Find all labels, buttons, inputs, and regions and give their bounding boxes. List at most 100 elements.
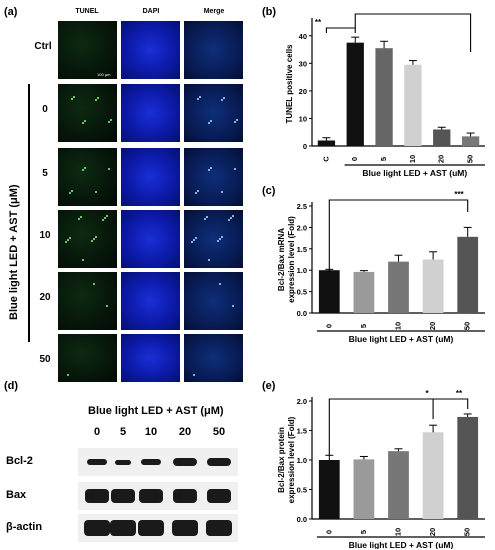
micrograph-merge-ctrl: [184, 21, 243, 79]
x-tick-label: 20: [428, 528, 437, 536]
micrograph-dapi-50: [121, 334, 180, 382]
micrograph-dapi-ctrl: [121, 21, 180, 79]
tunel-positive-dot: [217, 240, 219, 242]
x-axis-label: Blue light LED + AST (uM): [349, 334, 454, 344]
panel-a-label: (a): [4, 6, 18, 18]
micrograph-tunel-20: [58, 272, 117, 330]
tunel-positive-dot: [67, 239, 69, 241]
tunel-positive-dot: [221, 191, 223, 193]
y-tick-label: 2.5: [297, 202, 307, 211]
y-tick-label: 1.5: [297, 245, 307, 254]
chart-e: 0.0 0.5 1.0 1.5 2.0 0 5 10 20 50 Blue light LED + …: [277, 389, 485, 549]
column-header-tunel: TUNEL: [75, 8, 99, 15]
y-axis-label: TUNEL positive cells: [285, 44, 294, 124]
chart-b: 0 10 20 30 40 C 0 5 10 20 50 Blue light LED + AST (…: [285, 8, 485, 178]
tunel-positive-dot: [102, 219, 104, 221]
y-tick-label: 0.5: [297, 486, 307, 495]
bar-50: [461, 136, 480, 146]
bar-5: [353, 459, 375, 519]
y-tick-label: 1.5: [297, 427, 307, 436]
bar-20: [422, 259, 444, 313]
blot-band: [173, 489, 197, 503]
x-tick-label: 50: [463, 322, 472, 330]
row-label-0: 0: [42, 104, 48, 115]
tunel-positive-dot: [106, 305, 108, 307]
bar-10: [388, 261, 409, 313]
y-tick-label: 2.0: [297, 223, 307, 232]
tunel-positive-dot: [97, 97, 99, 99]
blot-band: [172, 520, 198, 536]
dose-label-10: 10: [144, 426, 158, 438]
blot-band: [206, 520, 232, 536]
tunel-positive-dot: [110, 119, 112, 121]
tunel-positive-dot: [195, 237, 197, 239]
micrograph-tunel-5: [58, 148, 117, 206]
tunel-positive-dot: [93, 238, 95, 240]
micrograph-tunel-ctrl: [58, 21, 117, 79]
tunel-positive-dot: [82, 169, 84, 171]
tunel-positive-dot: [236, 119, 238, 121]
row-label-10: 10: [39, 230, 51, 241]
y-axis-label: Bcl-2/Bax protein: [277, 427, 286, 493]
blot-band: [84, 520, 110, 536]
x-tick-label: 5: [359, 324, 368, 328]
western-header: Blue light LED + AST (μM): [88, 405, 224, 417]
micrograph-merge-5: [184, 148, 243, 206]
y-tick-label: 30: [299, 59, 307, 68]
y-tick-label: 0.0: [297, 515, 307, 524]
blot-band: [111, 489, 135, 503]
bar-0: [318, 270, 340, 313]
blot-band: [139, 489, 163, 503]
band-label-0: Bcl-2: [6, 455, 33, 467]
column-header-merge: Merge: [203, 8, 225, 15]
bar-50: [457, 236, 479, 313]
tunel-positive-dot: [210, 120, 212, 122]
bar-10: [388, 451, 409, 519]
tunel-positive-dot: [197, 98, 199, 100]
panel-e-label: (e): [262, 380, 276, 392]
tunel-positive-dot: [232, 215, 234, 217]
significance-stars: ***: [454, 190, 464, 199]
x-tick-label: 10: [393, 322, 402, 330]
tunel-positive-dot: [195, 192, 197, 194]
y-tick-label: 0: [303, 142, 307, 151]
tunel-positive-dot: [208, 259, 210, 261]
tunel-positive-dot: [199, 96, 201, 98]
row-label-5: 5: [42, 168, 48, 179]
tunel-positive-dot: [71, 98, 73, 100]
dose-label-50: 50: [212, 426, 226, 438]
tunel-positive-dot: [95, 99, 97, 101]
y-axis-label: expression level (Fold): [287, 416, 296, 503]
panel-b-label: (b): [262, 6, 277, 18]
tunel-positive-dot: [106, 215, 108, 217]
tunel-positive-dot: [221, 99, 223, 101]
tunel-positive-dot: [208, 122, 210, 124]
tunel-positive-dot: [93, 283, 95, 285]
blot-band: [207, 489, 231, 503]
micrograph-merge-0: [184, 84, 243, 142]
tunel-positive-dot: [84, 120, 86, 122]
row-label-ctrl: Ctrl: [34, 41, 52, 52]
micrograph-dapi-20: [121, 272, 180, 330]
tunel-positive-dot: [223, 97, 225, 99]
panel-d-label: (d): [4, 380, 19, 392]
blot-band: [141, 459, 161, 465]
y-tick-label: 0.5: [297, 288, 307, 297]
tunel-positive-dot: [91, 240, 93, 242]
tunel-positive-dot: [67, 374, 69, 376]
blot-band: [207, 458, 231, 466]
tunel-positive-dot: [108, 121, 110, 123]
blot-band: [87, 459, 107, 465]
y-axis-label: expression level (Fold): [287, 216, 296, 303]
y-tick-label: 1.0: [297, 456, 307, 465]
tunel-positive-dot: [221, 236, 223, 238]
y-axis-label: Bcl-2/Bax mRNA: [277, 228, 286, 291]
micrograph-tunel-50: [58, 334, 117, 382]
band-label-2: β-actin: [6, 521, 43, 533]
bar-5: [353, 271, 375, 313]
bar-20: [433, 129, 451, 146]
tunel-positive-dot: [69, 237, 71, 239]
y-tick-label: 2.0: [297, 397, 307, 406]
bar-5: [375, 48, 393, 146]
x-tick-label: 5: [359, 530, 368, 534]
